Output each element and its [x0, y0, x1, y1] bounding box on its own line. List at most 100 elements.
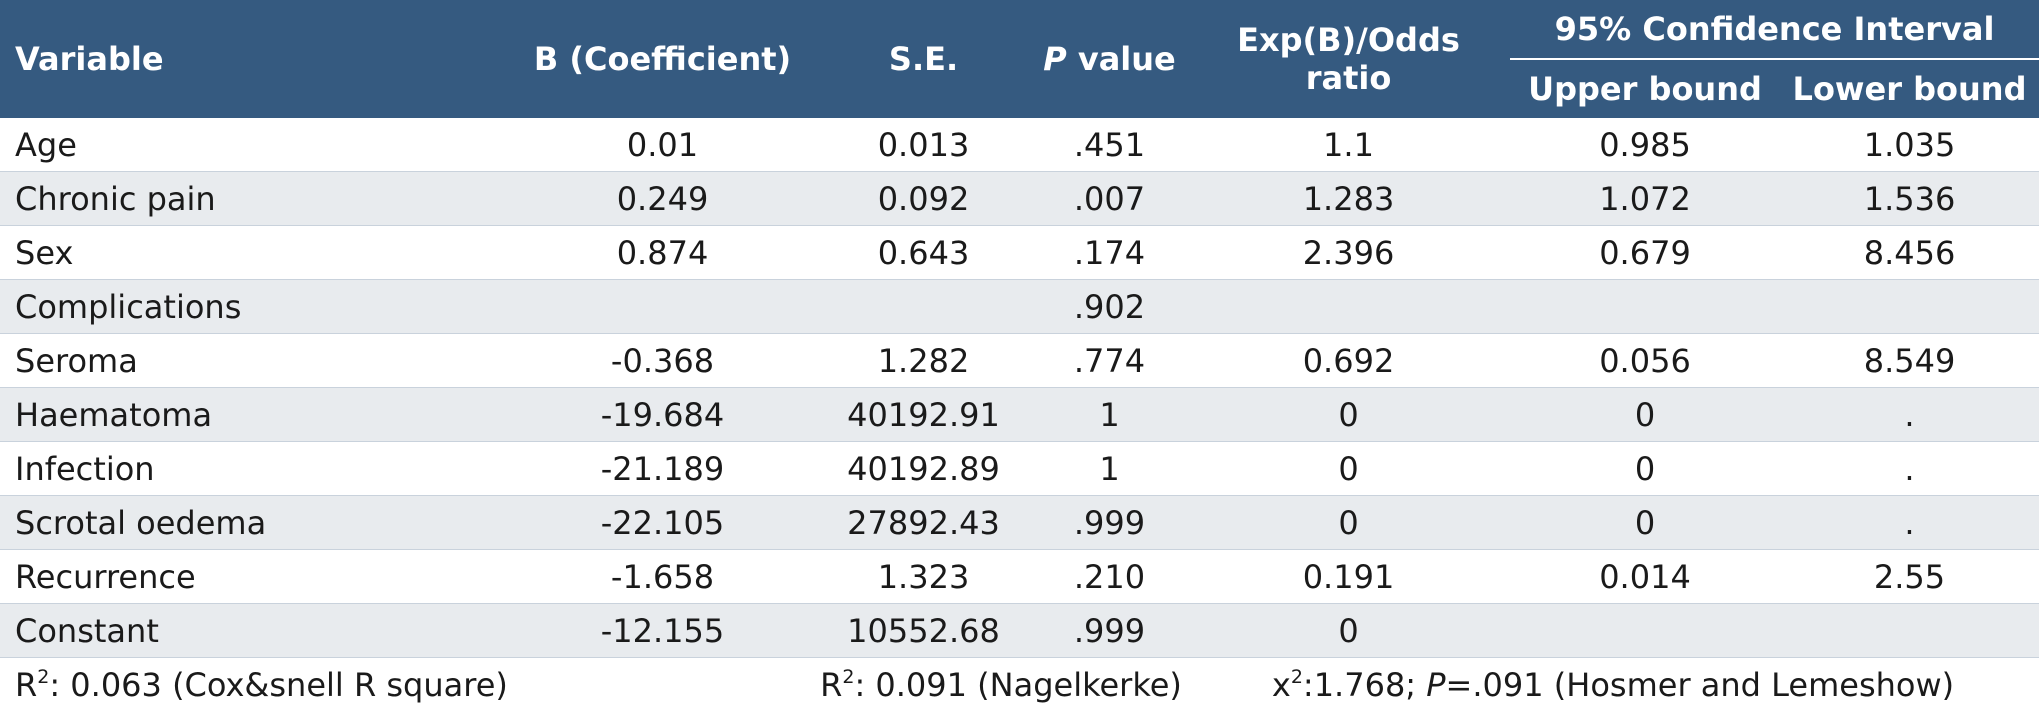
cell-variable: Sex — [0, 226, 510, 280]
cell-coefficient: -21.189 — [510, 442, 815, 496]
cell-p-value: .451 — [1032, 118, 1187, 172]
header-p-italic: P — [1043, 40, 1066, 78]
cell-standard-error: 10552.68 — [815, 604, 1032, 658]
cell-variable: Infection — [0, 442, 510, 496]
cell-coefficient: -19.684 — [510, 388, 815, 442]
footer-hl-mid: :1.768; — [1303, 666, 1426, 704]
cell-variable: Chronic pain — [0, 172, 510, 226]
cell-p-value: 1 — [1032, 388, 1187, 442]
cell-lower-bound: 2.55 — [1780, 550, 2039, 604]
cell-variable: Recurrence — [0, 550, 510, 604]
table-header: Variable B (Coefficient) S.E. P value Ex… — [0, 0, 2039, 118]
cell-coefficient: -22.105 — [510, 496, 815, 550]
cell-lower-bound: . — [1780, 442, 2039, 496]
cell-lower-bound: 8.549 — [1780, 334, 2039, 388]
cell-coefficient: -0.368 — [510, 334, 815, 388]
cell-lower-bound: . — [1780, 388, 2039, 442]
header-confidence-interval: 95% Confidence Interval — [1510, 0, 2039, 59]
footer-cox-sup: 2 — [37, 666, 49, 688]
cell-p-value: .007 — [1032, 172, 1187, 226]
cell-p-value: .902 — [1032, 280, 1187, 334]
cell-lower-bound: 1.536 — [1780, 172, 2039, 226]
cell-standard-error: 0.013 — [815, 118, 1032, 172]
cell-coefficient: 0.874 — [510, 226, 815, 280]
cell-upper-bound: 0 — [1510, 442, 1780, 496]
cell-lower-bound — [1780, 604, 2039, 658]
cell-odds-ratio: 0 — [1187, 496, 1510, 550]
table-row: Age 0.01 0.013 .451 1.1 0.985 1.035 — [0, 118, 2039, 172]
cell-lower-bound: 8.456 — [1780, 226, 2039, 280]
cell-odds-ratio — [1187, 280, 1510, 334]
cell-odds-ratio: 0.692 — [1187, 334, 1510, 388]
cell-standard-error: 0.643 — [815, 226, 1032, 280]
table-row: Sex 0.874 0.643 .174 2.396 0.679 8.456 — [0, 226, 2039, 280]
cell-standard-error: 40192.89 — [815, 442, 1032, 496]
cell-variable: Constant — [0, 604, 510, 658]
table-row: Haematoma -19.684 40192.91 1 0 0 . — [0, 388, 2039, 442]
header-lower-bound: Lower bound — [1780, 59, 2039, 118]
cell-odds-ratio: 0 — [1187, 442, 1510, 496]
cell-odds-ratio: 0.191 — [1187, 550, 1510, 604]
table-row: Chronic pain 0.249 0.092 .007 1.283 1.07… — [0, 172, 2039, 226]
table-row: Seroma -0.368 1.282 .774 0.692 0.056 8.5… — [0, 334, 2039, 388]
cell-coefficient: 0.01 — [510, 118, 815, 172]
cell-upper-bound — [1510, 280, 1780, 334]
cell-upper-bound: 0 — [1510, 496, 1780, 550]
header-upper-bound: Upper bound — [1510, 59, 1780, 118]
cell-upper-bound: 0.985 — [1510, 118, 1780, 172]
header-or-line1: Exp(B)/Odds — [1237, 21, 1460, 59]
header-variable: Variable — [0, 0, 510, 118]
footer-cox-text: : 0.063 (Cox&snell R square) — [49, 666, 508, 704]
table-row: Constant -12.155 10552.68 .999 0 — [0, 604, 2039, 658]
cell-odds-ratio: 2.396 — [1187, 226, 1510, 280]
cell-p-value: .174 — [1032, 226, 1187, 280]
footer-hl-text: =.091 (Hosmer and Lemeshow) — [1446, 666, 1955, 704]
header-or-line2: ratio — [1306, 59, 1392, 97]
cell-variable: Age — [0, 118, 510, 172]
cell-p-value: .999 — [1032, 604, 1187, 658]
cell-coefficient — [510, 280, 815, 334]
footer-cox-r: R — [15, 666, 37, 704]
cell-upper-bound: 0.014 — [1510, 550, 1780, 604]
footer-hl-p: P — [1426, 666, 1445, 704]
table-row: Recurrence -1.658 1.323 .210 0.191 0.014… — [0, 550, 2039, 604]
cell-lower-bound: 1.035 — [1780, 118, 2039, 172]
table-body: Age 0.01 0.013 .451 1.1 0.985 1.035 Chro… — [0, 118, 2039, 658]
cell-variable: Scrotal oedema — [0, 496, 510, 550]
table-row: Scrotal oedema -22.105 27892.43 .999 0 0… — [0, 496, 2039, 550]
footer-nagel-text: : 0.091 (Nagelkerke) — [854, 666, 1181, 704]
cell-standard-error: 27892.43 — [815, 496, 1032, 550]
table-row: Complications .902 — [0, 280, 2039, 334]
header-p-value: P value — [1032, 0, 1187, 118]
cell-standard-error: 0.092 — [815, 172, 1032, 226]
cell-standard-error: 40192.91 — [815, 388, 1032, 442]
footer-nagel-r: R — [820, 666, 842, 704]
header-p-rest: value — [1067, 40, 1176, 78]
cell-variable: Haematoma — [0, 388, 510, 442]
cell-odds-ratio: 0 — [1187, 388, 1510, 442]
cell-odds-ratio: 1.283 — [1187, 172, 1510, 226]
footer-hl-x: x — [1272, 666, 1291, 704]
cell-p-value: 1 — [1032, 442, 1187, 496]
footer-hl-sup: 2 — [1291, 666, 1303, 688]
cell-variable: Complications — [0, 280, 510, 334]
cell-p-value: .999 — [1032, 496, 1187, 550]
cell-odds-ratio: 1.1 — [1187, 118, 1510, 172]
header-standard-error: S.E. — [815, 0, 1032, 118]
cell-lower-bound — [1780, 280, 2039, 334]
cell-upper-bound: 1.072 — [1510, 172, 1780, 226]
header-coefficient: B (Coefficient) — [510, 0, 815, 118]
cell-upper-bound: 0.679 — [1510, 226, 1780, 280]
cell-coefficient: -12.155 — [510, 604, 815, 658]
cell-p-value: .210 — [1032, 550, 1187, 604]
cell-standard-error: 1.282 — [815, 334, 1032, 388]
cell-odds-ratio: 0 — [1187, 604, 1510, 658]
cell-lower-bound: . — [1780, 496, 2039, 550]
cell-standard-error: 1.323 — [815, 550, 1032, 604]
cell-upper-bound — [1510, 604, 1780, 658]
cell-p-value: .774 — [1032, 334, 1187, 388]
cell-variable: Seroma — [0, 334, 510, 388]
footer-nagel-sup: 2 — [842, 666, 854, 688]
